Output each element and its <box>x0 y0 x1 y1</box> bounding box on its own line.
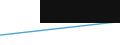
FancyBboxPatch shape <box>40 0 120 23</box>
